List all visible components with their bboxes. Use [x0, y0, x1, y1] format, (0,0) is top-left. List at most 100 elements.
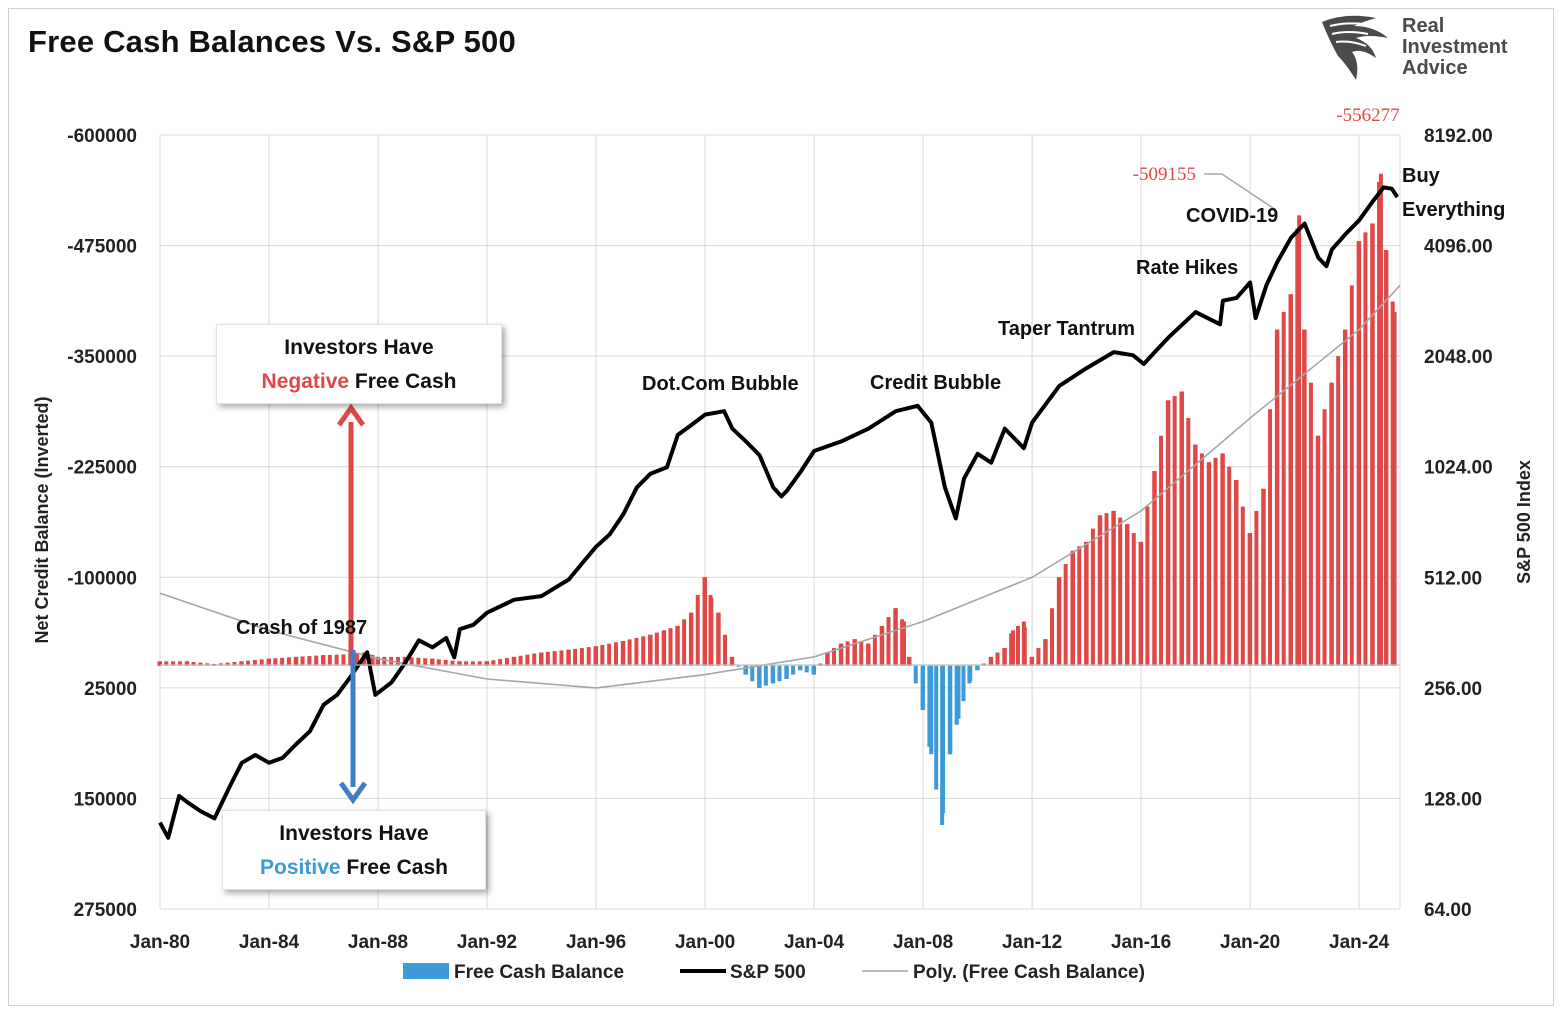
- free-cash-bar: [1308, 382, 1313, 666]
- free-cash-bar: [436, 659, 441, 666]
- free-cash-bar: [722, 634, 727, 666]
- free-cash-bar-point: [708, 594, 713, 666]
- free-cash-bar: [191, 661, 196, 666]
- callout-negative-line1: Investors Have: [284, 336, 434, 359]
- free-cash-bar: [246, 660, 251, 666]
- x-tick-label: Jan-88: [348, 932, 408, 953]
- free-cash-bar: [777, 665, 782, 682]
- free-cash-bar-point: [880, 625, 885, 666]
- free-cash-bar-point: [1179, 391, 1184, 666]
- free-cash-bar: [1172, 395, 1177, 666]
- free-cash-bar: [600, 644, 605, 666]
- annotation-covid-value: -509155: [1133, 164, 1196, 185]
- callout-positive-line1: Investors Have: [279, 822, 429, 845]
- free-cash-bar: [327, 654, 332, 666]
- free-cash-bar: [641, 636, 646, 666]
- covid-leader-line: [1204, 173, 1277, 211]
- free-cash-bar-point: [825, 652, 830, 666]
- free-cash-bar: [314, 655, 319, 666]
- x-tick-label: Jan-04: [784, 932, 845, 953]
- free-cash-bar-point: [1002, 648, 1007, 666]
- free-cash-bar-point: [975, 665, 980, 671]
- free-cash-bar: [252, 659, 257, 666]
- free-cash-bar-point: [812, 665, 817, 675]
- y-right-tick-label: 64.00: [1424, 900, 1472, 921]
- free-cash-bar-point: [1152, 471, 1157, 666]
- free-cash-bar-point: [321, 655, 326, 666]
- legend-label-poly: Poly. (Free Cash Balance): [913, 962, 1145, 983]
- y-left-tick-label: 25000: [84, 679, 137, 700]
- free-cash-bar: [525, 654, 530, 666]
- legend-label-free-cash: Free Cash Balance: [454, 962, 624, 983]
- callout-negative-highlight: Negative: [261, 370, 350, 393]
- free-cash-bar: [1336, 356, 1341, 666]
- free-cash-bar-point: [1316, 435, 1321, 666]
- free-cash-bar-point: [907, 656, 912, 666]
- free-cash-bar: [532, 653, 537, 666]
- free-cash-bar-point: [294, 656, 299, 666]
- logo-text: Real Investment Advice: [1402, 16, 1508, 79]
- free-cash-bar: [1363, 232, 1368, 666]
- free-cash-bar-point: [1275, 329, 1280, 666]
- free-cash-bar: [177, 661, 182, 666]
- free-cash-bar: [225, 662, 230, 666]
- free-cash-bar: [1063, 564, 1068, 666]
- free-cash-bar: [552, 651, 557, 666]
- blue-arrow-head: [338, 781, 368, 805]
- free-cash-bar: [1090, 528, 1095, 666]
- free-cash-bar-point: [689, 612, 694, 666]
- free-cash-bar-point: [1234, 479, 1239, 666]
- free-cash-bar: [586, 647, 591, 666]
- callout-negative-free-cash: Investors Have Negative Free Cash: [216, 324, 502, 404]
- free-cash-bar-point: [621, 640, 626, 666]
- free-cash-bar-point: [967, 665, 972, 684]
- free-cash-bar: [307, 656, 312, 666]
- free-cash-bar-point: [1139, 541, 1144, 666]
- y-left-tick-label: -350000: [67, 347, 137, 368]
- y-right-axis-label: S&P 500 Index: [1514, 460, 1534, 584]
- free-cash-bar: [1322, 409, 1327, 666]
- free-cash-bar: [1104, 513, 1109, 666]
- free-cash-bar: [464, 661, 469, 666]
- brand-logo: Real Investment Advice: [1316, 12, 1556, 86]
- free-cash-bar: [477, 661, 482, 666]
- y-right-tick-label: 2048.00: [1424, 347, 1493, 368]
- free-cash-bar-point: [485, 661, 490, 666]
- x-tick-label: Jan-84: [239, 932, 300, 953]
- free-cash-bar-point: [784, 665, 789, 680]
- annotation-dotcom: Dot.Com Bubble: [642, 373, 799, 395]
- free-cash-bar-point: [1070, 550, 1075, 666]
- free-cash-bar-point: [703, 577, 708, 666]
- free-cash-bar: [961, 665, 966, 702]
- free-cash-bar: [416, 657, 421, 666]
- free-cash-bar-point: [239, 661, 244, 666]
- free-cash-bar: [1036, 648, 1041, 666]
- free-cash-bar: [171, 661, 176, 666]
- callout-positive-rest: Free Cash: [340, 856, 448, 879]
- callout-positive-free-cash: Investors Have Positive Free Cash: [222, 810, 486, 890]
- free-cash-bar: [791, 665, 796, 675]
- free-cash-bar: [1186, 418, 1191, 666]
- free-cash-bar-point: [267, 658, 272, 666]
- free-cash-bar-point: [185, 661, 190, 666]
- free-cash-bar: [913, 665, 918, 684]
- y-right-tick-label: 8192.00: [1424, 126, 1493, 147]
- free-cash-bar-point: [1043, 639, 1048, 666]
- free-cash-bar-point: [1378, 173, 1383, 666]
- free-cash-bar-point: [1370, 223, 1375, 666]
- poly-trendline: [159, 284, 1401, 689]
- annotation-covid: COVID-19: [1186, 205, 1278, 227]
- free-cash-bar: [504, 658, 509, 666]
- free-cash-bar: [1050, 608, 1055, 666]
- free-cash-bar-point: [1011, 630, 1016, 666]
- legend-swatch-free-cash: [403, 963, 449, 979]
- free-cash-bar: [443, 659, 448, 666]
- sp500-line: [158, 185, 1399, 840]
- annotations: -556277 -509155 Buy Everything COVID-19 …: [236, 105, 1505, 639]
- free-cash-bar-point: [852, 639, 857, 666]
- free-cash-bar-point: [648, 634, 653, 666]
- free-cash-bar: [750, 665, 755, 682]
- y-right-tick-label: 256.00: [1424, 679, 1482, 700]
- y-right-tick-label: 4096.00: [1424, 237, 1493, 258]
- y-left-tick-label: -600000: [67, 126, 137, 147]
